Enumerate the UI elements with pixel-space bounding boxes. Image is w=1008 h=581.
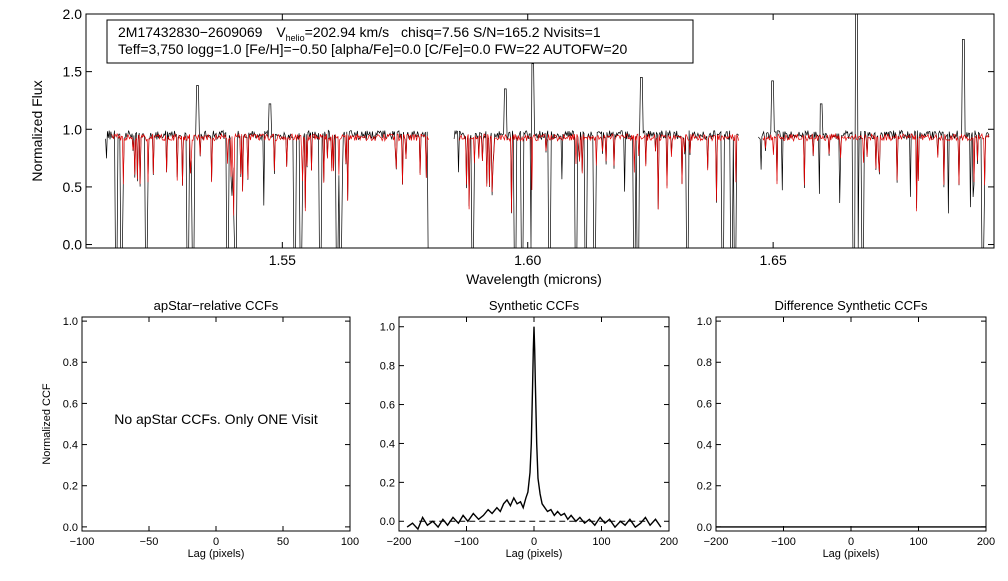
info-line-1: 2M17432830−2609069 Vhelio=202.94 km/s ch… (118, 24, 601, 43)
apstar-ccf-ytick-label: 0.4 (63, 440, 78, 452)
synthetic-ccf-ytick-label: 0.4 (380, 438, 395, 450)
apstar-ccf-title: apStar−relative CCFs (154, 298, 279, 313)
spectrum-ytick-label: 1.0 (63, 121, 83, 137)
spectrum-xlabel: Wavelength (microns) (466, 271, 602, 287)
spectrum-ytick-label: 0.0 (63, 237, 83, 253)
synthetic-ccf-xtick-label: −100 (454, 536, 479, 548)
spectrum-traces (105, 13, 990, 249)
apstar-ccf-xtick-label: 100 (341, 536, 359, 548)
difference-ccf-title: Difference Synthetic CCFs (775, 298, 928, 313)
spectrum-frame (85, 13, 995, 249)
spectrum-info-box: 2M17432830−2609069 Vhelio=202.94 km/s ch… (106, 19, 694, 64)
difference-ccf-xtick-label: −200 (704, 536, 729, 548)
synthetic-ccf-xtick-label: −200 (387, 536, 412, 548)
apstar-ccf-xtick-label: 0 (213, 536, 219, 548)
info-vhelio-value: =202.94 km/s (305, 24, 389, 40)
synthetic-ccf-line (406, 326, 662, 531)
apstar-ccf-xlabel: Lag (pixels) (188, 548, 245, 560)
difference-ccf-xlabel: Lag (pixels) (823, 548, 880, 560)
spectrum-model-line (111, 132, 430, 216)
spectrum-ticks: 1.55 1.60 1.65 0.0 0.5 1.0 1.5 2.0 (63, 6, 994, 268)
difference-ccf-ytick-label: 1.0 (697, 316, 712, 328)
difference-ccf-xtick-label: −100 (771, 536, 796, 548)
spectrum-observed-line (105, 85, 429, 249)
spectrum-panel: 1.55 1.60 1.65 0.0 0.5 1.0 1.5 2.0 Wavelength (… (29, 6, 995, 287)
apstar-ccf-panel: apStar−relative CCFs −100 −50 0 50 100 0.0 0.2… (41, 298, 359, 560)
spectrum-xtick-label: 1.60 (514, 252, 541, 268)
difference-ccf-xtick-label: 0 (848, 536, 854, 548)
synthetic-ccf-ytick-label: 0.0 (380, 516, 395, 528)
difference-ccf-ytick-label: 0.4 (697, 440, 712, 452)
synthetic-ccf-ytick-label: 0.8 (380, 361, 395, 373)
difference-ccf-xtick-label: 100 (909, 536, 927, 548)
apstar-ccf-ytick-label: 0.0 (63, 522, 78, 534)
apstar-ccf-xtick-label: −100 (70, 536, 95, 548)
info-star-id: 2M17432830−2609069 (118, 24, 263, 40)
difference-ccf-xtick-label: 200 (977, 536, 995, 548)
difference-ccf-ticks: −200 −100 0 100 200 0.0 0.2 0.4 0.6 0.8 1.0 (697, 316, 995, 548)
apstar-ccf-ticks: −100 −50 0 50 100 0.0 0.2 0.4 0.6 0.8 1.0 (63, 316, 359, 548)
info-vhelio-sub: helio (286, 33, 305, 43)
spectrum-ytick-label: 1.5 (63, 64, 83, 80)
spectrum-ytick-label: 0.5 (63, 179, 83, 195)
synthetic-ccf-ticks: −200 −100 0 100 200 0.0 0.2 0.4 0.6 0.8 1.0 (380, 317, 678, 548)
difference-ccf-ytick-label: 0.8 (697, 357, 712, 369)
synthetic-ccf-xtick-label: 0 (531, 536, 537, 548)
apstar-ccf-ytick-label: 1.0 (63, 316, 78, 328)
info-stats: chisq=7.56 S/N=165.2 Nvisits=1 (401, 24, 601, 40)
apstar-ccf-ylabel: Normalized CCF (41, 383, 53, 465)
synthetic-ccf-ytick-label: 1.0 (380, 322, 395, 334)
spectrum-model-line (762, 132, 990, 212)
synthetic-ccf-xtick-label: 200 (660, 536, 678, 548)
apstar-ccf-ytick-label: 0.2 (63, 481, 78, 493)
spectrum-model-line (459, 133, 739, 213)
difference-ccf-ytick-label: 0.2 (697, 481, 712, 493)
synthetic-ccf-ytick-label: 0.6 (380, 400, 395, 412)
difference-ccf-frame (715, 316, 987, 532)
info-line-2: Teff=3,750 logg=1.0 [Fe/H]=−0.50 [alpha/… (118, 41, 627, 57)
info-vhelio-label: V (276, 24, 286, 40)
synthetic-ccf-title: Synthetic CCFs (489, 298, 580, 313)
synthetic-ccf-traces (406, 326, 662, 531)
difference-ccf-ytick-label: 0.6 (697, 398, 712, 410)
spectrum-xtick-label: 1.65 (760, 252, 787, 268)
apstar-ccf-xtick-label: −50 (140, 536, 159, 548)
spectrum-observed-line (758, 13, 990, 249)
apstar-ccf-annotation: No apStar CCFs. Only ONE Visit (114, 411, 318, 427)
synthetic-ccf-panel: Synthetic CCFs −200 −100 0 100 200 0.0 0.2 0.4 0… (380, 298, 678, 560)
spectrum-xtick-label: 1.55 (269, 252, 296, 268)
spectrum-ylabel: Normalized Flux (29, 80, 45, 181)
difference-ccf-ytick-label: 0.0 (697, 522, 712, 534)
synthetic-ccf-ytick-label: 0.2 (380, 477, 395, 489)
synthetic-ccf-xtick-label: 100 (592, 536, 610, 548)
spectrum-ytick-label: 2.0 (63, 6, 83, 22)
apstar-ccf-xtick-label: 50 (277, 536, 289, 548)
info-box-frame (106, 19, 694, 64)
apstar-ccf-ytick-label: 0.8 (63, 357, 78, 369)
difference-ccf-panel: Difference Synthetic CCFs −200 −100 0 100 20… (697, 298, 995, 560)
apstar-ccf-ytick-label: 0.6 (63, 398, 78, 410)
synthetic-ccf-xlabel: Lag (pixels) (506, 548, 563, 560)
